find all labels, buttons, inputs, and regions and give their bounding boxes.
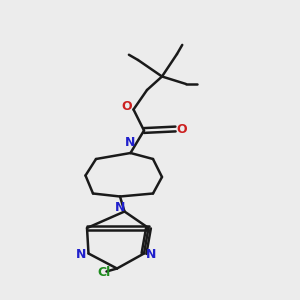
Text: N: N (115, 201, 125, 214)
Text: N: N (146, 248, 157, 262)
Text: Cl: Cl (97, 266, 110, 280)
Text: N: N (125, 136, 136, 148)
Text: O: O (177, 122, 188, 136)
Text: O: O (122, 100, 132, 113)
Text: N: N (76, 248, 86, 262)
